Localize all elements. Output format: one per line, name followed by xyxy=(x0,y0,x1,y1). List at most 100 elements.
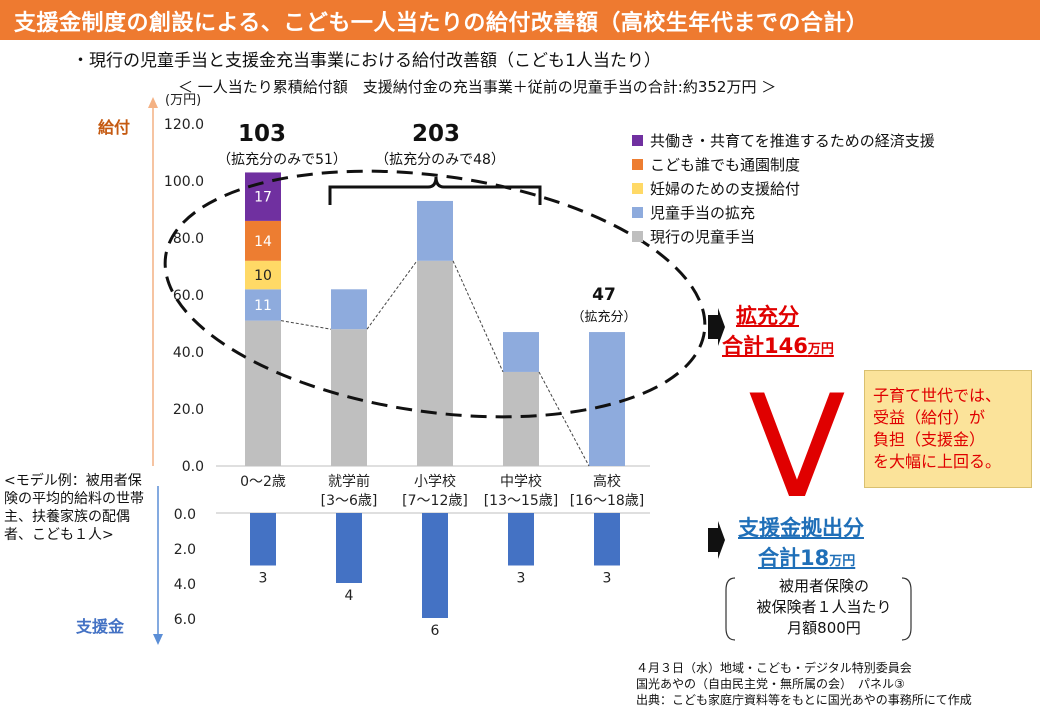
y-tick-label: 40.0 xyxy=(173,345,204,361)
bar-segment xyxy=(245,320,281,466)
callout-line-2: 受益（給付）が xyxy=(873,408,986,427)
group-sub: （拡充分のみで48） xyxy=(375,152,505,168)
credits: ４月３日（水）地域・こども・デジタル特別委員会 国光あやの（自由民主党・無所属の… xyxy=(636,660,972,708)
support-arrow-icon xyxy=(708,521,725,559)
chart-subtitle: ・現行の児童手当と支援金充当事業における給付改善額（こども1人当たり） xyxy=(72,51,661,71)
support-value-label: 6 xyxy=(431,623,440,639)
callout-box: 子育て世代では、 受益（給付）が 負担（支援金） を大幅に上回る。 xyxy=(864,370,1032,488)
credits-line-3: 出典：こども家庭庁資料等をもとに国光あやの事務所にて作成 xyxy=(636,693,972,707)
legend-swatch xyxy=(632,183,643,194)
x-tick-label: 中学校 xyxy=(500,473,542,490)
x-tick-label: 就学前 xyxy=(328,473,370,490)
legend-label: 共働き・共育てを推進するための経済支援 xyxy=(650,132,935,150)
y-tick-label: 100.0 xyxy=(164,174,204,190)
high-total: 47 xyxy=(592,285,616,305)
support-value-label: 3 xyxy=(259,571,268,587)
support-tick-label: 6.0 xyxy=(174,612,196,628)
expansion-total-value: 合計146 xyxy=(722,334,808,358)
greater-than-symbol: V xyxy=(748,365,845,530)
support-detail-line-2: 被保険者１人当たり xyxy=(756,598,892,616)
expansion-arrow-icon xyxy=(708,308,725,346)
support-total-unit: 万円 xyxy=(829,554,856,569)
support-value-label: 3 xyxy=(517,571,526,587)
legend-swatch xyxy=(632,159,643,170)
detail-bracket-left xyxy=(725,577,736,641)
connector-line xyxy=(280,320,332,330)
x-tick-label: [16〜18歳] xyxy=(570,493,645,509)
segment-label: 14 xyxy=(254,234,272,250)
legend-label: 現行の児童手当 xyxy=(650,228,756,246)
support-title: 支援金拠出分 xyxy=(738,516,864,540)
support-tick-label: 4.0 xyxy=(174,577,196,593)
support-total: 合計18万円 xyxy=(758,542,855,572)
credits-line-1: ４月３日（水）地域・こども・デジタル特別委員会 xyxy=(636,661,912,675)
support-total-value: 合計18 xyxy=(758,546,830,570)
first-total: 103 xyxy=(238,121,286,147)
x-tick-label: 高校 xyxy=(593,473,621,490)
expansion-total: 合計146万円 xyxy=(722,330,834,360)
support-bar xyxy=(422,513,448,618)
legend-label: こども誰でも通園制度 xyxy=(650,156,801,174)
support-bar xyxy=(250,513,276,566)
x-tick-label: 0〜2歳 xyxy=(240,474,286,490)
bar-segment xyxy=(503,371,539,466)
detail-bracket-right xyxy=(901,577,912,641)
legend-swatch xyxy=(632,135,643,146)
connector-line xyxy=(452,260,504,373)
support-detail: 被用者保険の 被保険者１人当たり 月額800円 xyxy=(738,576,910,639)
y-tick-label: 120.0 xyxy=(164,117,204,133)
support-value-label: 4 xyxy=(345,588,354,604)
bar-segment xyxy=(417,200,453,261)
credits-line-2: 国光あやの（自由民主党・無所属の会） パネル③ xyxy=(636,677,905,691)
benefit-axis-arrowhead xyxy=(148,97,158,108)
model-note: <モデル例：被用者保険の平均的給料の世帯主、扶養家族の配偶者、こども１人> xyxy=(4,473,144,543)
title-bar xyxy=(0,0,1040,40)
y-tick-label: 60.0 xyxy=(173,288,204,304)
bar-segment xyxy=(331,289,367,330)
y-tick-label: 0.0 xyxy=(182,459,204,475)
segment-label: 10 xyxy=(254,268,272,284)
expansion-total-unit: 万円 xyxy=(807,342,834,357)
legend-swatch xyxy=(632,231,643,242)
bar-segment xyxy=(417,260,453,466)
support-axis-arrowhead xyxy=(153,634,163,645)
segment-label: 11 xyxy=(254,298,272,314)
callout-line-4: を大幅に上回る。 xyxy=(873,452,1002,471)
y-tick-label: 20.0 xyxy=(173,402,204,418)
x-tick-label: [13〜15歳] xyxy=(484,493,559,509)
support-bar xyxy=(508,513,534,566)
bar-segment xyxy=(245,260,281,290)
cumulative-note: ＜ 一人当たり累積給付額 支援納付金の充当事業＋従前の児童手当の合計:約352万… xyxy=(178,78,777,96)
first-sub: （拡充分のみで51） xyxy=(217,152,347,168)
bar-segment xyxy=(245,220,281,261)
group-bracket xyxy=(328,176,542,205)
support-value-label: 3 xyxy=(603,571,612,587)
support-bar xyxy=(336,513,362,583)
legend-item-nursery: こども誰でも通園制度 xyxy=(632,154,1032,175)
legend-item-pregnancy: 妊婦のための支援給付 xyxy=(632,178,1032,199)
segment-label: 17 xyxy=(254,190,272,206)
bar-segment xyxy=(503,332,539,372)
legend-label: 児童手当の拡充 xyxy=(650,204,756,222)
legend-label: 妊婦のための支援給付 xyxy=(650,180,801,198)
legend-swatch xyxy=(632,207,643,218)
support-axis-label: 支援金 xyxy=(75,617,125,636)
x-tick-label: 小学校 xyxy=(414,473,456,490)
callout-line-3: 負担（支援金） xyxy=(873,430,986,449)
high-sub: （拡充分） xyxy=(571,309,636,325)
benefit-axis-label: 給付 xyxy=(98,118,130,137)
group-total: 203 xyxy=(412,121,460,147)
x-tick-label: [3〜6歳] xyxy=(321,493,378,509)
unit-label: (万円) xyxy=(165,93,201,108)
support-tick-label: 0.0 xyxy=(174,507,196,523)
legend-item-expansion: 児童手当の拡充 xyxy=(632,202,1032,223)
legend-item-current: 現行の児童手当 xyxy=(632,226,1032,247)
x-tick-label: [7〜12歳] xyxy=(402,493,468,509)
support-bar xyxy=(594,513,620,566)
legend-item-dual: 共働き・共育てを推進するための経済支援 xyxy=(632,130,1032,151)
support-detail-line-3: 月額800円 xyxy=(787,619,861,637)
bar-segment xyxy=(589,332,625,466)
connector-line xyxy=(538,371,590,467)
support-detail-line-1: 被用者保険の xyxy=(778,577,869,595)
